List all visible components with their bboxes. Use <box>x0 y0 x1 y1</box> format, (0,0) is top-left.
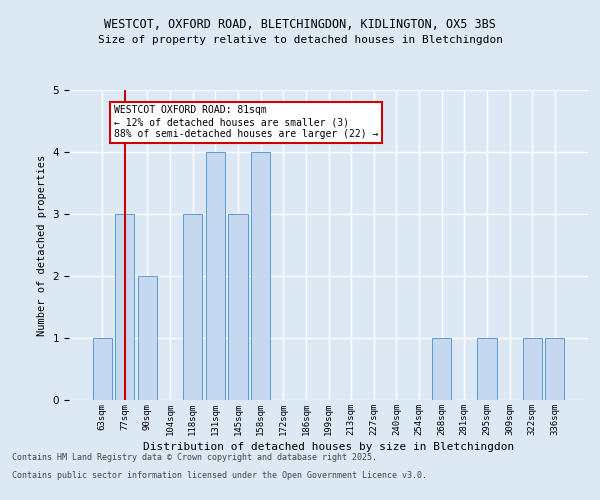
Bar <box>183 214 202 400</box>
Bar <box>251 152 270 400</box>
Text: WESTCOT OXFORD ROAD: 81sqm
← 12% of detached houses are smaller (3)
88% of semi-: WESTCOT OXFORD ROAD: 81sqm ← 12% of deta… <box>113 106 378 138</box>
Bar <box>229 214 248 400</box>
Text: Size of property relative to detached houses in Bletchingdon: Size of property relative to detached ho… <box>97 35 503 45</box>
Bar <box>477 338 497 400</box>
Bar <box>138 276 157 400</box>
Text: Contains public sector information licensed under the Open Government Licence v3: Contains public sector information licen… <box>12 471 427 480</box>
Bar <box>545 338 565 400</box>
Bar <box>92 338 112 400</box>
X-axis label: Distribution of detached houses by size in Bletchingdon: Distribution of detached houses by size … <box>143 442 514 452</box>
Text: WESTCOT, OXFORD ROAD, BLETCHINGDON, KIDLINGTON, OX5 3BS: WESTCOT, OXFORD ROAD, BLETCHINGDON, KIDL… <box>104 18 496 30</box>
Bar <box>206 152 225 400</box>
Text: Contains HM Land Registry data © Crown copyright and database right 2025.: Contains HM Land Registry data © Crown c… <box>12 454 377 462</box>
Bar <box>523 338 542 400</box>
Y-axis label: Number of detached properties: Number of detached properties <box>37 154 47 336</box>
Bar <box>432 338 451 400</box>
Bar <box>115 214 134 400</box>
